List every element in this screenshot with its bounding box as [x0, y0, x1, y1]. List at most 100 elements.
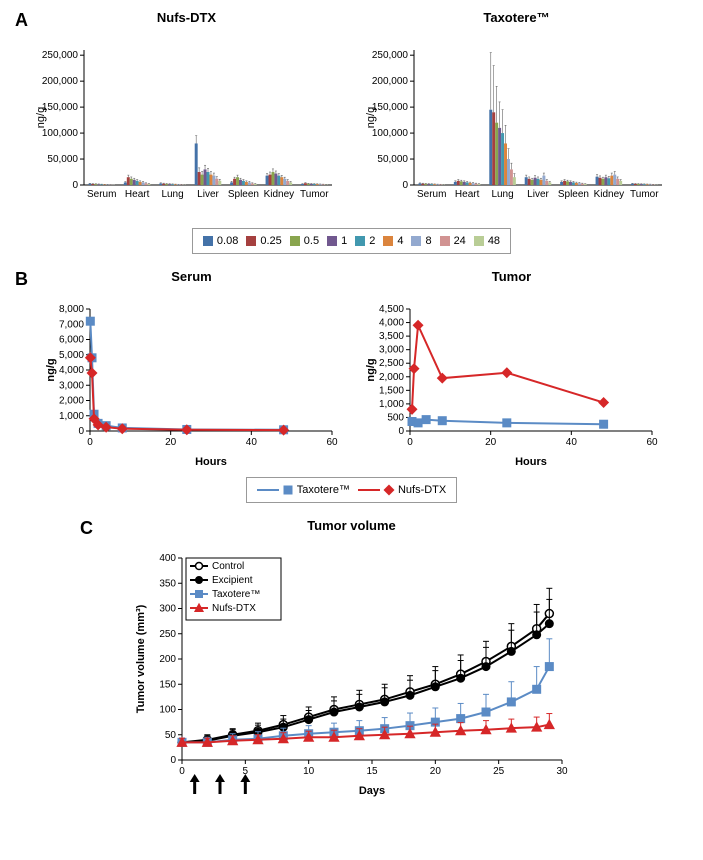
panel-c: C Tumor volume05010015020025030035040005… [10, 518, 693, 798]
svg-text:ng/g: ng/g [365, 358, 377, 381]
svg-text:8,000: 8,000 [58, 304, 83, 315]
svg-text:40: 40 [245, 437, 257, 448]
panel-b-charts: Serum01,0002,0003,0004,0005,0006,0007,00… [10, 269, 693, 469]
svg-text:Serum: Serum [416, 189, 445, 200]
legend-item: Taxotere™ [257, 484, 350, 496]
svg-text:Hours: Hours [195, 456, 227, 468]
svg-text:400: 400 [159, 553, 176, 564]
svg-text:2,000: 2,000 [378, 372, 403, 383]
svg-text:300: 300 [159, 604, 176, 615]
legend-item: 48 [474, 235, 500, 247]
svg-text:Heart: Heart [454, 189, 479, 200]
svg-text:Liver: Liver [197, 189, 219, 200]
svg-text:4,500: 4,500 [378, 304, 403, 315]
svg-text:0: 0 [170, 755, 176, 766]
svg-text:0: 0 [72, 180, 78, 191]
panel-b-legend: Taxotere™ Nufs-DTX [246, 477, 457, 503]
svg-text:40: 40 [565, 437, 577, 448]
svg-text:150: 150 [159, 679, 176, 690]
legend-item: 8 [411, 235, 431, 247]
svg-text:1,500: 1,500 [378, 385, 403, 396]
panel-c-label: C [80, 518, 93, 539]
svg-text:3,500: 3,500 [378, 331, 403, 342]
legend-item: Nufs-DTX [358, 484, 446, 496]
legend-item: 1 [327, 235, 347, 247]
svg-text:0: 0 [179, 766, 185, 777]
legend-item: 0.08 [203, 235, 238, 247]
panel-a: A Nufs-DTX050,000100,000150,000200,00025… [10, 10, 693, 254]
svg-text:150,000: 150,000 [371, 102, 408, 113]
svg-text:0: 0 [398, 426, 404, 437]
panel-a-label: A [15, 10, 28, 31]
svg-text:Taxotere™: Taxotere™ [212, 589, 260, 600]
panel-c-chart: Tumor volume0501001502002503003504000510… [132, 518, 572, 798]
svg-text:2,000: 2,000 [58, 396, 83, 407]
svg-text:5,000: 5,000 [58, 350, 83, 361]
svg-text:2,500: 2,500 [378, 358, 403, 369]
svg-text:Spleen: Spleen [557, 189, 588, 200]
svg-text:Lung: Lung [161, 189, 183, 200]
svg-text:Liver: Liver [527, 189, 549, 200]
svg-text:Days: Days [358, 785, 384, 797]
svg-text:Tumor volume (mm³): Tumor volume (mm³) [135, 604, 147, 713]
svg-text:100,000: 100,000 [371, 128, 408, 139]
svg-text:Serum: Serum [86, 189, 115, 200]
svg-text:20: 20 [165, 437, 177, 448]
svg-text:350: 350 [159, 578, 176, 589]
svg-text:Kidney: Kidney [593, 189, 624, 200]
svg-text:200,000: 200,000 [41, 76, 78, 87]
svg-text:20: 20 [485, 437, 497, 448]
svg-text:250: 250 [159, 629, 176, 640]
svg-text:0: 0 [402, 180, 408, 191]
svg-text:100,000: 100,000 [41, 128, 78, 139]
svg-text:Excipient: Excipient [212, 575, 253, 586]
panel-a-charts: Nufs-DTX 0 50,000 100,000 150,000 200,000 250,… [10, 10, 693, 220]
chart-title: Taxotere™ [362, 10, 672, 25]
svg-text:200,000: 200,000 [371, 76, 408, 87]
svg-text:Tumor: Tumor [300, 189, 329, 200]
svg-text:250,000: 250,000 [371, 50, 408, 61]
svg-text:50: 50 [164, 730, 176, 741]
svg-text:1,000: 1,000 [378, 399, 403, 410]
svg-text:ng/g: ng/g [45, 358, 57, 381]
svg-text:ng/g: ng/g [365, 107, 377, 128]
svg-text:0: 0 [407, 437, 413, 448]
svg-text:250,000: 250,000 [41, 50, 78, 61]
svg-text:25: 25 [493, 766, 505, 777]
legend-item: 24 [440, 235, 466, 247]
svg-text:Heart: Heart [124, 189, 149, 200]
svg-text:7,000: 7,000 [58, 319, 83, 330]
svg-text:Tumor: Tumor [630, 189, 659, 200]
chart-title: Tumor [362, 269, 662, 284]
panel-b-label: B [15, 269, 28, 290]
svg-text:Kidney: Kidney [263, 189, 294, 200]
svg-text:Spleen: Spleen [227, 189, 258, 200]
svg-text:1,000: 1,000 [58, 411, 83, 422]
svg-text:150,000: 150,000 [41, 102, 78, 113]
legend-item: 0.5 [290, 235, 319, 247]
svg-text:Control: Control [212, 561, 244, 572]
svg-text:50,000: 50,000 [377, 154, 408, 165]
svg-text:50,000: 50,000 [47, 154, 78, 165]
svg-text:500: 500 [387, 412, 404, 423]
panel-b: B Serum01,0002,0003,0004,0005,0006,0007,… [10, 269, 693, 503]
svg-text:20: 20 [429, 766, 441, 777]
svg-text:ng/g: ng/g [35, 107, 47, 128]
svg-text:4,000: 4,000 [58, 365, 83, 376]
svg-text:60: 60 [646, 437, 658, 448]
panel-a-legend: 0.080.250.512482448 [192, 228, 511, 254]
svg-text:Lung: Lung [491, 189, 513, 200]
chart-title: Tumor volume [132, 518, 572, 533]
svg-text:200: 200 [159, 654, 176, 665]
legend-item: 2 [355, 235, 375, 247]
legend-item: 4 [383, 235, 403, 247]
svg-text:3,000: 3,000 [378, 345, 403, 356]
svg-text:30: 30 [556, 766, 568, 777]
chart-title: Serum [42, 269, 342, 284]
chart-title: Nufs-DTX [32, 10, 342, 25]
svg-text:Nufs-DTX: Nufs-DTX [212, 603, 256, 614]
svg-text:100: 100 [159, 705, 176, 716]
svg-text:4,000: 4,000 [378, 318, 403, 329]
legend-item: 0.25 [246, 235, 281, 247]
svg-text:Hours: Hours [515, 456, 547, 468]
